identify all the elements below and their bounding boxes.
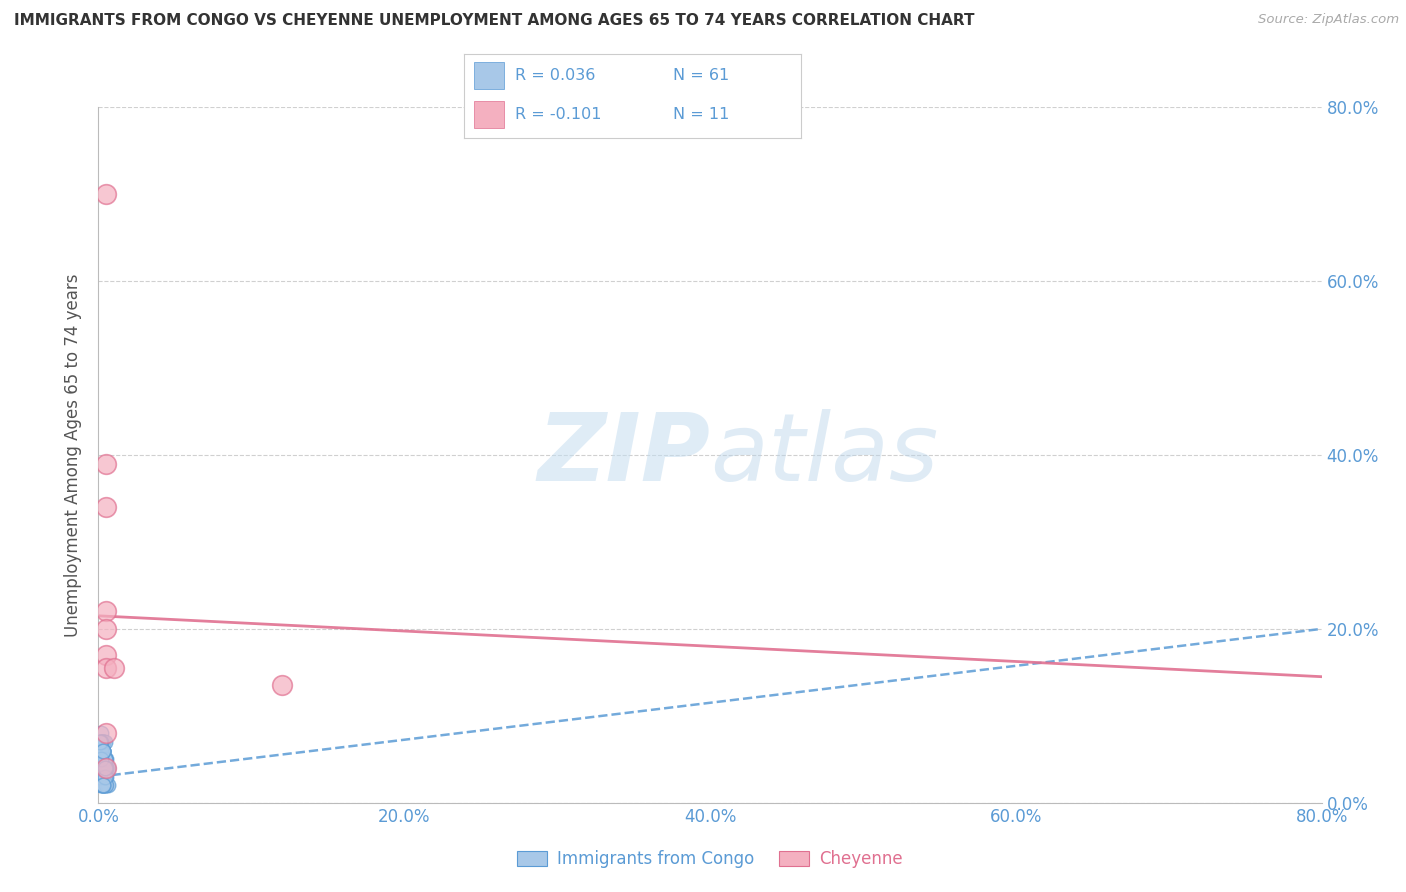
Point <box>90 735 112 749</box>
Point <box>89 770 111 784</box>
Point <box>97 761 120 775</box>
Point <box>94 605 117 619</box>
Text: R = 0.036: R = 0.036 <box>515 68 595 83</box>
Text: Source: ZipAtlas.com: Source: ZipAtlas.com <box>1258 13 1399 27</box>
Point <box>90 778 112 792</box>
Point <box>103 661 125 675</box>
Point <box>93 752 115 766</box>
Text: N = 11: N = 11 <box>673 107 730 122</box>
Point <box>94 752 117 766</box>
Bar <box>474 62 505 89</box>
Point <box>91 744 114 758</box>
Point <box>94 187 117 202</box>
Point <box>89 744 111 758</box>
Point <box>94 778 117 792</box>
Point <box>89 735 111 749</box>
Text: atlas: atlas <box>710 409 938 500</box>
Point <box>93 778 115 792</box>
Point <box>91 770 114 784</box>
Point <box>91 744 114 758</box>
Text: IMMIGRANTS FROM CONGO VS CHEYENNE UNEMPLOYMENT AMONG AGES 65 TO 74 YEARS CORRELA: IMMIGRANTS FROM CONGO VS CHEYENNE UNEMPL… <box>14 13 974 29</box>
Y-axis label: Unemployment Among Ages 65 to 74 years: Unemployment Among Ages 65 to 74 years <box>65 273 83 637</box>
Point <box>94 761 117 775</box>
Point <box>91 770 114 784</box>
Point <box>91 778 114 792</box>
Point <box>94 761 117 775</box>
Legend: Immigrants from Congo, Cheyenne: Immigrants from Congo, Cheyenne <box>510 843 910 874</box>
Point <box>91 778 114 792</box>
Point <box>91 752 114 766</box>
Point <box>94 726 117 740</box>
Point <box>94 661 117 675</box>
Point <box>93 770 115 784</box>
Point <box>94 500 117 514</box>
Point <box>91 778 114 792</box>
Point <box>89 761 111 775</box>
Point <box>93 752 115 766</box>
Point <box>270 678 292 692</box>
Point <box>93 770 115 784</box>
Point <box>93 735 115 749</box>
Point <box>94 622 117 636</box>
Point <box>89 735 111 749</box>
Point <box>90 761 112 775</box>
Point <box>91 744 114 758</box>
Point <box>90 735 112 749</box>
Bar <box>474 101 505 128</box>
Point <box>93 761 115 775</box>
Point <box>91 744 114 758</box>
Point <box>91 761 114 775</box>
Point <box>90 744 112 758</box>
Text: ZIP: ZIP <box>537 409 710 501</box>
Point <box>93 752 115 766</box>
Point <box>89 744 111 758</box>
Point <box>90 744 112 758</box>
Point <box>89 770 111 784</box>
Point <box>94 648 117 662</box>
Point <box>91 735 114 749</box>
Point <box>93 778 115 792</box>
Point <box>91 770 114 784</box>
Point <box>94 770 117 784</box>
Point <box>91 735 114 749</box>
Text: R = -0.101: R = -0.101 <box>515 107 602 122</box>
Point <box>90 752 112 766</box>
Point <box>94 457 117 471</box>
Point <box>90 761 112 775</box>
Point <box>90 752 112 766</box>
Point <box>89 752 111 766</box>
Text: N = 61: N = 61 <box>673 68 730 83</box>
Point <box>90 752 112 766</box>
Point <box>97 778 120 792</box>
Point <box>90 778 112 792</box>
Point <box>93 770 115 784</box>
Point <box>94 761 117 775</box>
Point <box>94 761 117 775</box>
Point <box>94 761 117 775</box>
Point <box>91 744 114 758</box>
Point <box>91 735 114 749</box>
Point <box>90 726 112 740</box>
Point <box>91 744 114 758</box>
Point <box>93 761 115 775</box>
Point <box>91 778 114 792</box>
Point <box>93 770 115 784</box>
Point <box>90 752 112 766</box>
Point <box>93 752 115 766</box>
